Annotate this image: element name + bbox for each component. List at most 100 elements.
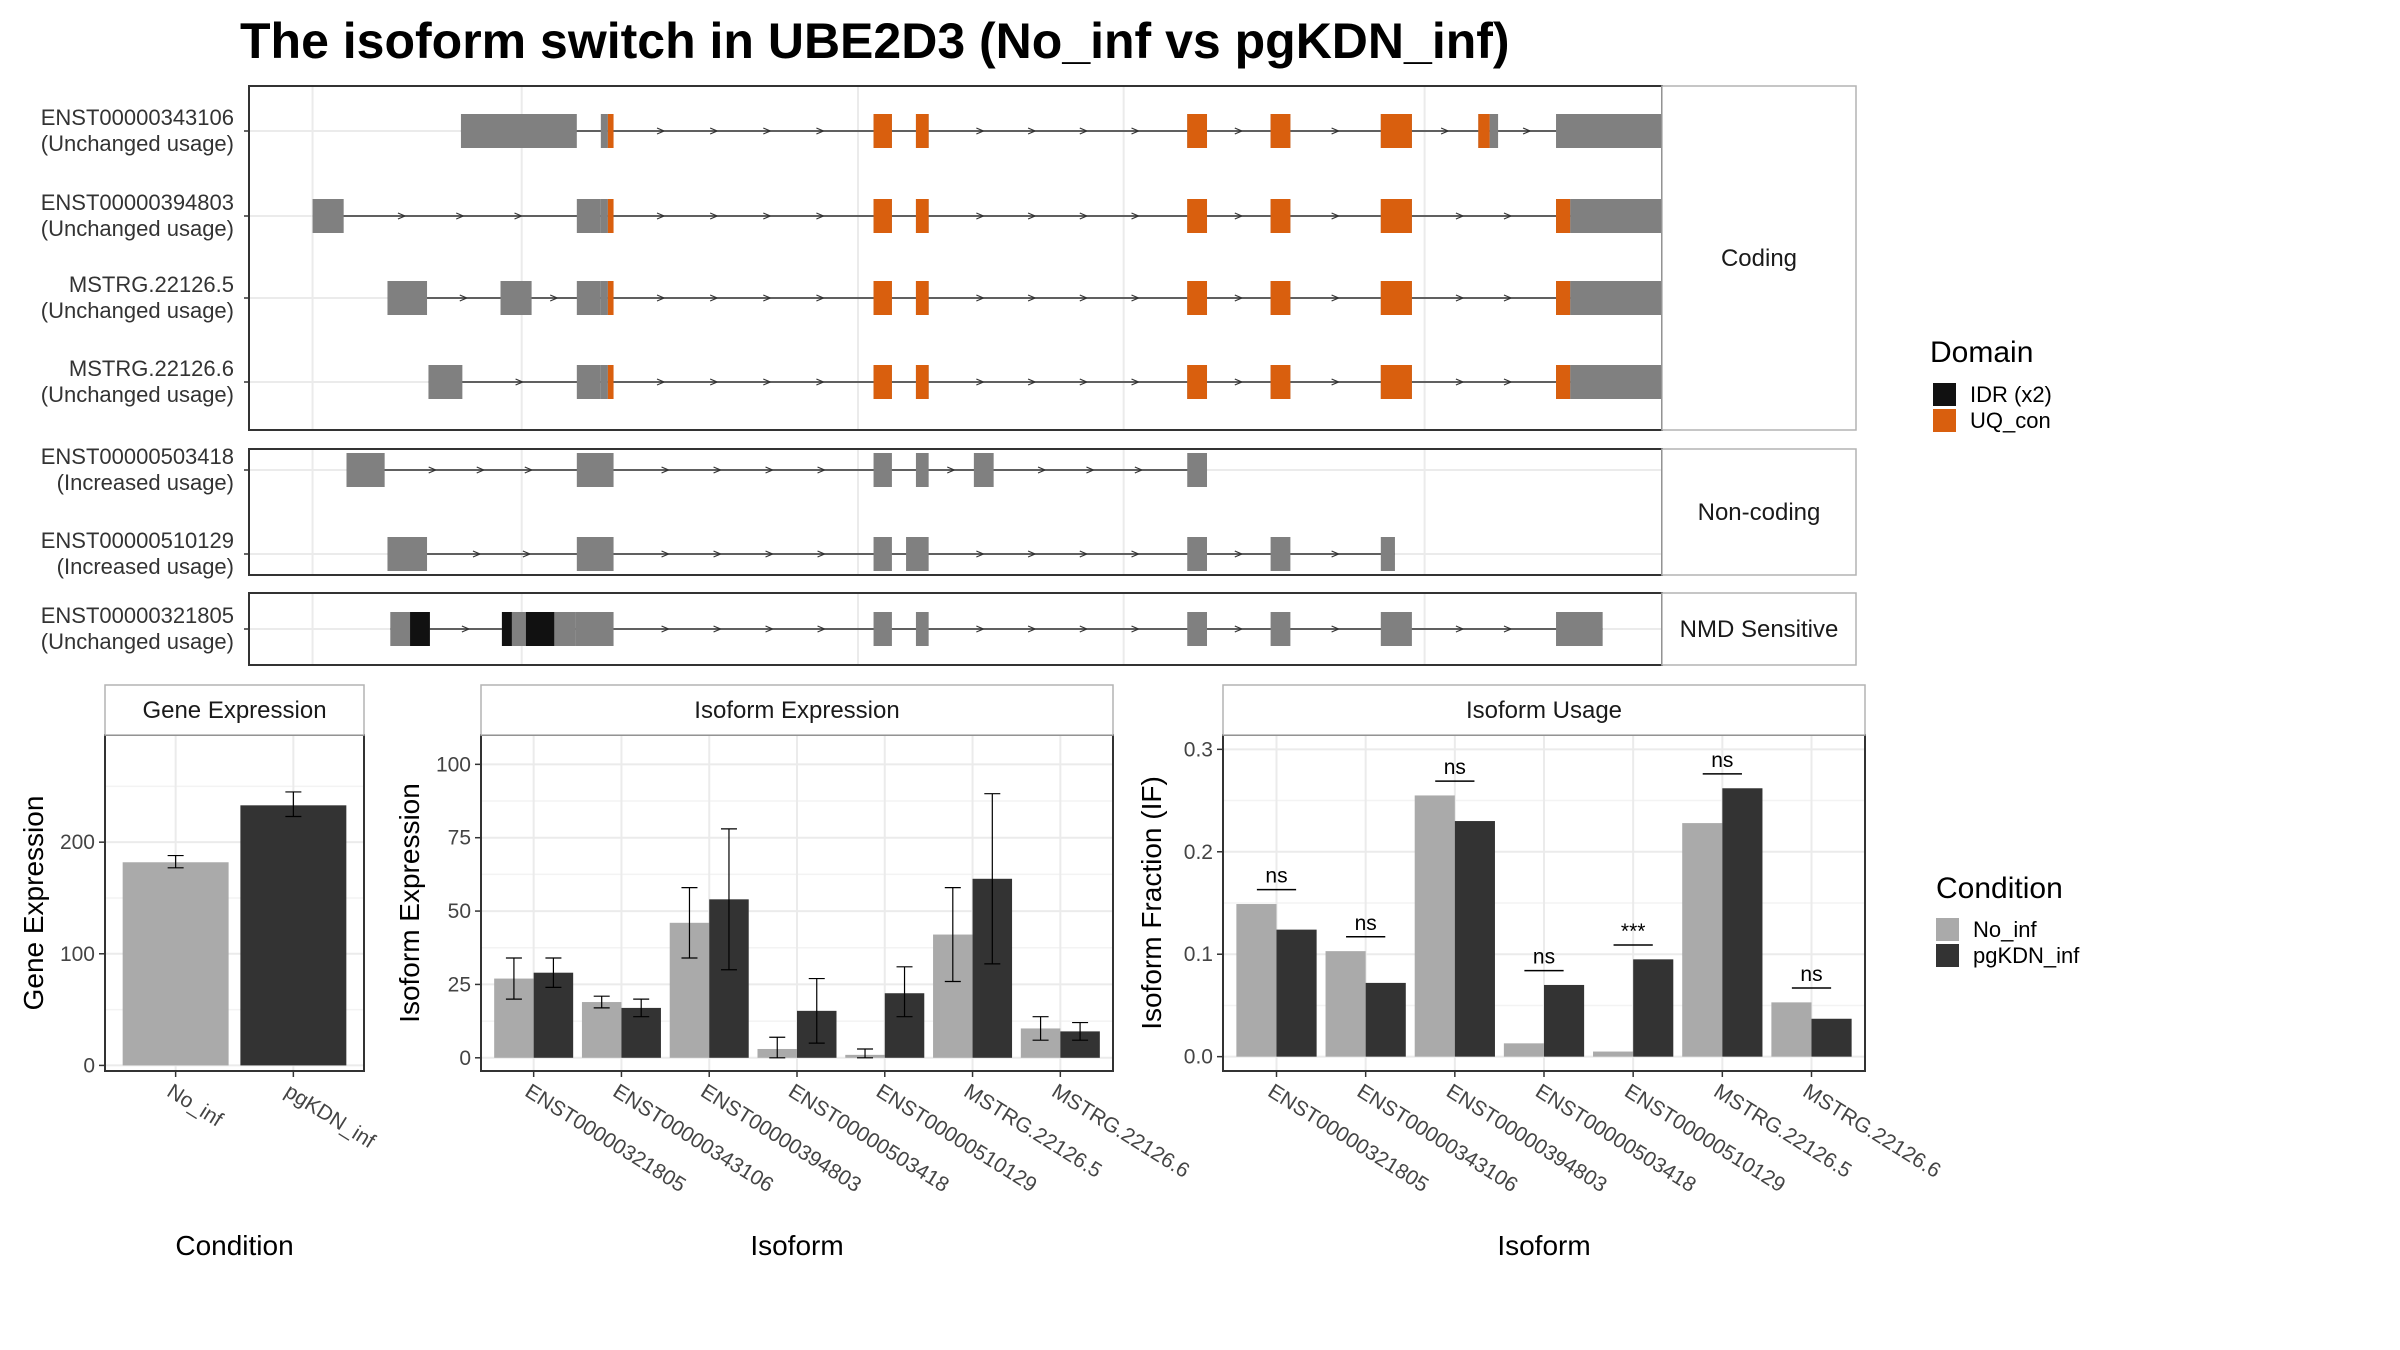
y-axis-title: Gene Expression <box>18 796 49 1011</box>
exon <box>600 281 608 315</box>
intron-arrow <box>472 550 482 558</box>
intron-arrow <box>514 212 524 220</box>
intron-arrow <box>765 625 775 633</box>
intron-arrow <box>1234 550 1244 558</box>
intron-arrow <box>1234 294 1244 302</box>
uq-con-domain <box>1478 114 1490 148</box>
exon <box>1380 537 1395 571</box>
bar <box>122 862 229 1066</box>
bar <box>1414 795 1455 1057</box>
y-tick-label: 200 <box>60 831 95 854</box>
transcript-id-label: ENST00000343106 <box>41 105 234 130</box>
intron-arrow <box>1455 294 1465 302</box>
intron-arrow <box>661 466 671 474</box>
uq-con-domain <box>1187 365 1208 399</box>
intron-arrow <box>1503 212 1513 220</box>
idr-domain <box>501 612 512 646</box>
exon <box>1556 612 1603 646</box>
intron-arrow <box>763 294 772 302</box>
isoform-expression-chart: Isoform Expression 0 25 50 75 100 ENST00000321… <box>394 684 1194 1261</box>
intron-arrow <box>976 212 985 220</box>
facet-strip-label: Coding <box>1721 245 1797 272</box>
intron-arrow <box>397 212 407 220</box>
intron-arrow <box>549 294 559 302</box>
facet-strip <box>1661 85 1857 431</box>
intron-arrow <box>1027 378 1037 386</box>
exon <box>1489 114 1499 148</box>
intron-arrow <box>1131 625 1141 633</box>
bar <box>1811 1018 1852 1057</box>
intron-arrow <box>817 625 827 633</box>
x-tick-label: pgKDN_inf <box>281 1080 379 1153</box>
uq-con-domain <box>1380 281 1412 315</box>
idr-domain <box>525 612 555 646</box>
intron-arrow <box>1331 294 1341 302</box>
x-axis-title: Condition <box>175 1230 293 1261</box>
intron-arrow <box>816 127 825 135</box>
exon <box>873 453 892 487</box>
intron-arrow <box>709 212 719 220</box>
uq-con-domain <box>1556 199 1571 233</box>
transcript-id-label: ENST00000321805 <box>41 603 234 628</box>
exon <box>600 365 608 399</box>
uq-con-domain <box>1187 281 1208 315</box>
x-tick-label: No_inf <box>163 1080 227 1132</box>
uq-con-domain <box>915 199 929 233</box>
intron-arrow <box>976 625 985 633</box>
significance-label: ns <box>1355 912 1377 935</box>
exon <box>1187 453 1208 487</box>
transcript-id-label: ENST00000394803 <box>41 190 234 215</box>
transcript-usage-label: (Increased usage) <box>57 470 234 495</box>
y-tick-label: 0.3 <box>1184 738 1213 761</box>
intron-arrow <box>816 294 825 302</box>
y-tick-label: 75 <box>448 827 471 850</box>
intron-arrow <box>1503 294 1513 302</box>
x-tick-label: ENST00000510129 <box>872 1080 1041 1197</box>
domain-legend-key <box>1933 383 1956 406</box>
significance-label: ns <box>1800 963 1822 986</box>
uq-con-domain <box>915 281 929 315</box>
uq-con-domain <box>1270 281 1291 315</box>
transcript-id-label: MSTRG.22126.5 <box>69 272 234 297</box>
figure-title: The isoform switch in UBE2D3 (No_inf vs … <box>240 13 1510 69</box>
significance-label: ns <box>1265 865 1287 888</box>
y-tick-label: 0.1 <box>1184 943 1213 966</box>
y-tick-label: 0 <box>83 1054 95 1077</box>
exon <box>1380 612 1412 646</box>
exon <box>906 537 929 571</box>
domain-legend-label: UQ_con <box>1970 408 2051 433</box>
intron-arrow <box>1131 294 1141 302</box>
intron-arrow <box>1331 212 1341 220</box>
intron-arrow <box>656 294 666 302</box>
exon <box>460 114 577 148</box>
gene-expression-chart: Gene Expression 0 100 200 No_inf pgKDN_inf Con… <box>18 684 379 1261</box>
exon <box>600 199 608 233</box>
intron-arrow <box>816 378 825 386</box>
transcript-id-label: MSTRG.22126.6 <box>69 356 234 381</box>
intron-arrow <box>1079 127 1089 135</box>
intron-arrow <box>976 294 985 302</box>
intron-arrow <box>976 550 985 558</box>
exon <box>387 281 428 315</box>
isoform-usage-chart: ns ns ns ns *** ns ns Isoform Usage 0.0 0.1 0.2 0.3… <box>1136 684 1945 1261</box>
intron-arrow <box>713 466 723 474</box>
exon <box>1187 537 1208 571</box>
uq-con-domain <box>1270 199 1291 233</box>
transcript-usage-label: (Unchanged usage) <box>41 216 234 241</box>
exon <box>873 612 892 646</box>
intron-arrow <box>1079 378 1089 386</box>
uq-con-domain <box>607 281 614 315</box>
exon <box>576 453 614 487</box>
uq-con-domain <box>607 114 614 148</box>
intron-arrow <box>817 550 827 558</box>
intron-arrow <box>765 466 775 474</box>
intron-arrow <box>656 212 666 220</box>
bar <box>1544 984 1585 1057</box>
intron-arrow <box>1027 127 1037 135</box>
intron-arrow <box>1331 127 1341 135</box>
uq-con-domain <box>915 365 929 399</box>
condition-legend-title: Condition <box>1936 872 2063 905</box>
x-tick-label: ENST00000503418 <box>784 1080 953 1197</box>
intron-arrow <box>709 294 719 302</box>
bar <box>1593 1051 1634 1057</box>
